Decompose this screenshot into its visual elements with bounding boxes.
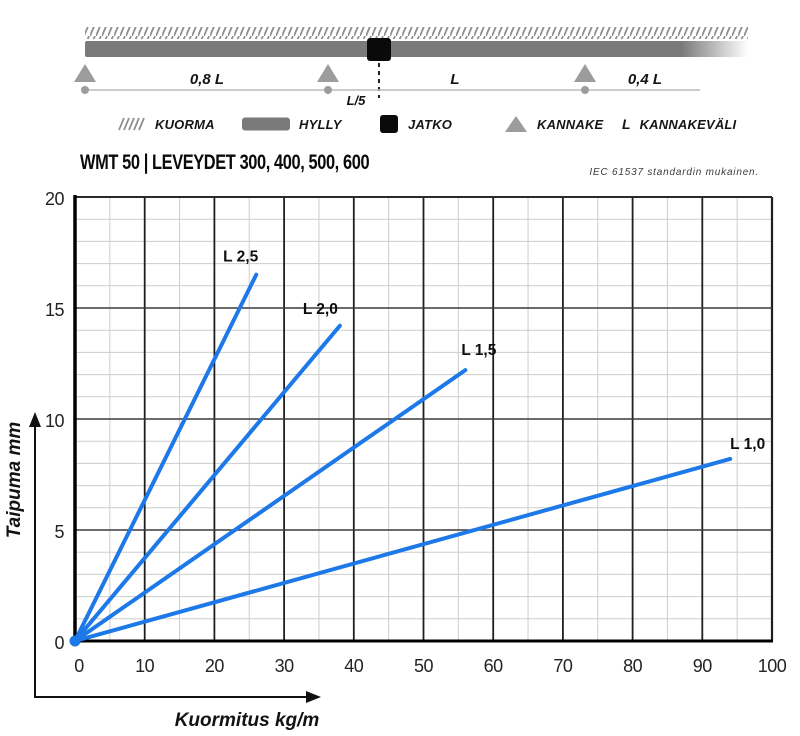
x-tick-label-10: 10 [135,656,155,676]
dimension-dot [324,86,332,94]
y-tick-label-0: 0 [54,633,64,653]
legend-label: KANNAKE [537,116,604,132]
support-triangle-left [74,64,96,82]
load-hatch-icon [118,117,145,131]
legend-label: KUORMA [155,116,215,132]
span-label-08L: 0,8 L [190,71,224,88]
legend: KUORMA HYLLY JATKO KANNAKE L KANNAKEVÄLI [0,110,800,138]
span-label-L5: L/5 [347,93,367,108]
load-hatch-strip [85,27,748,39]
dimension-dot [581,86,589,94]
legend-item-kannakevali: L KANNAKEVÄLI [622,110,736,138]
beam-schematic: 0,8 L L 0,4 L L/5 [74,27,748,108]
y-axis-title: Taipuma mm [4,422,25,539]
legend-item-kuorma: KUORMA [118,110,215,138]
support-triangle-icon [505,116,527,132]
x-tick-label-50: 50 [414,656,434,676]
legend-item-jatko: JATKO [379,110,452,138]
y-axis-arrowhead-icon [29,412,41,427]
joint-square-icon [380,115,398,133]
span-label-L: L [450,71,459,88]
y-tick-label-5: 5 [54,522,64,542]
series-line-L-2-0 [73,323,342,643]
origin-point [69,635,81,647]
shelf-bar-icon [242,117,290,131]
x-tick-label-100: 100 [758,656,787,676]
series-line-L-2-5 [73,272,259,643]
x-tick-label-60: 60 [484,656,504,676]
shelf-bar [85,41,748,57]
x-tick-label-30: 30 [275,656,295,676]
x-tick-label-20: 20 [205,656,225,676]
x-tick-label-90: 90 [693,656,713,676]
support-triangle-middle [317,64,339,82]
deflection-chart: L 2,5L 2,0L 1,5L 1,00 10 20 30 40 50 60 70 80 90 1… [4,189,787,731]
x-tick-label-70: 70 [553,656,573,676]
legend-item-kannake: KANNAKE [504,110,603,138]
legend-label: HYLLY [299,116,342,132]
chart-title: WMT 50 | LEVEYDET 300, 400, 500, 600 [80,151,370,174]
legend-item-hylly: HYLLY [242,110,342,138]
x-tick-label-0: 0 [74,656,84,676]
letter-L-symbol: L [622,116,631,132]
y-tick-label-15: 15 [45,300,65,320]
support-triangle-right [574,64,596,82]
legend-label: JATKO [408,116,453,132]
x-axis-title: Kuormitus kg/m [175,710,320,731]
series-line-L-1-0 [73,456,733,643]
x-tick-label-80: 80 [623,656,643,676]
series-label-L-1-5: L 1,5 [461,342,496,359]
y-tick-label-20: 20 [45,189,65,209]
series-label-L-1-0: L 1,0 [730,436,765,453]
series-label-L-2-5: L 2,5 [223,249,258,266]
dimension-dot [81,86,89,94]
x-axis-arrowhead-icon [306,691,321,703]
y-tick-label-10: 10 [45,411,65,431]
span-label-04L: 0,4 L [628,71,662,88]
series-label-L-2-0: L 2,0 [303,301,338,318]
series-line-L-1-5 [73,368,468,643]
x-tick-label-40: 40 [344,656,364,676]
joint-square [367,38,391,61]
standard-note: IEC 61537 standardin mukainen. [589,167,759,178]
legend-label: KANNAKEVÄLI [639,116,737,132]
